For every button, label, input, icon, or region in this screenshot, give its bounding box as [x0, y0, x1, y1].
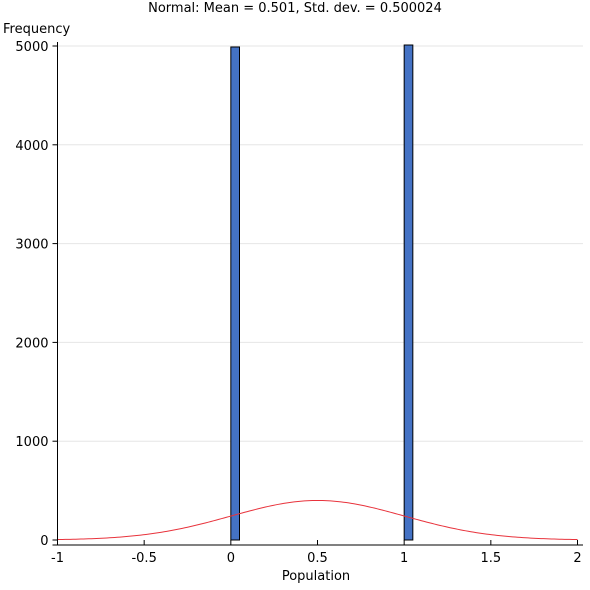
y-tick-label: 2000 — [15, 336, 48, 351]
chart-title: Normal: Mean = 0.501, Std. dev. = 0.5000… — [148, 1, 442, 16]
x-axis-label: Population — [282, 569, 350, 584]
x-tick-label: 0 — [227, 551, 235, 566]
y-axis-label: Frequency — [3, 22, 70, 37]
y-tick-label: 5000 — [15, 40, 48, 55]
x-tick-label: -1 — [51, 551, 64, 566]
normal-curve-line — [57, 499, 578, 541]
x-tick-label: -0.5 — [131, 551, 156, 566]
y-tick-label: 1000 — [15, 435, 48, 450]
y-tick-label: 4000 — [15, 139, 48, 154]
x-tick-label: 1 — [400, 551, 408, 566]
axes: 0 1000 2000 3000 4000 5000 -1 -0.5 0 0.5 1 1.5 2 — [15, 40, 583, 566]
histogram-bar — [403, 44, 414, 541]
y-tick-label: 0 — [40, 534, 48, 549]
gridlines — [57, 45, 583, 442]
normal-curve — [57, 499, 578, 541]
x-tick-label: 2 — [573, 551, 581, 566]
x-tick-label: 0.5 — [307, 551, 328, 566]
bars — [230, 44, 414, 541]
histogram-bar — [230, 46, 240, 541]
y-tick-label: 3000 — [15, 238, 48, 253]
x-tick-label: 1.5 — [480, 551, 501, 566]
